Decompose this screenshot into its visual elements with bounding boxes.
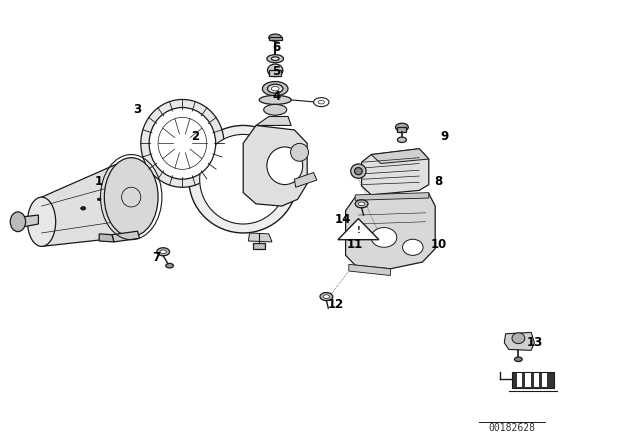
Ellipse shape <box>166 263 173 268</box>
Polygon shape <box>99 234 114 242</box>
Polygon shape <box>512 372 554 388</box>
Text: !: ! <box>356 226 360 235</box>
Ellipse shape <box>149 108 216 179</box>
Ellipse shape <box>351 164 366 178</box>
Text: 12: 12 <box>328 298 344 311</box>
Bar <box>517 373 522 387</box>
Ellipse shape <box>320 293 333 301</box>
Text: 13: 13 <box>526 336 543 349</box>
Ellipse shape <box>268 84 283 93</box>
Ellipse shape <box>358 202 365 206</box>
Text: 5: 5 <box>273 65 280 78</box>
Ellipse shape <box>97 198 101 201</box>
Polygon shape <box>42 158 131 246</box>
Ellipse shape <box>267 147 303 185</box>
Bar <box>542 373 547 387</box>
Text: 8: 8 <box>435 175 442 188</box>
Ellipse shape <box>396 123 408 131</box>
Ellipse shape <box>200 134 287 224</box>
Bar <box>525 373 531 387</box>
Text: 00182628: 00182628 <box>488 423 536 433</box>
Ellipse shape <box>262 82 288 96</box>
Polygon shape <box>355 193 429 200</box>
Ellipse shape <box>160 250 166 254</box>
Ellipse shape <box>104 158 158 237</box>
Text: 1: 1 <box>95 175 103 188</box>
Bar <box>269 70 281 76</box>
Ellipse shape <box>314 98 329 107</box>
Ellipse shape <box>355 200 368 208</box>
Ellipse shape <box>271 57 279 60</box>
Text: 2: 2 <box>191 130 199 143</box>
Polygon shape <box>338 219 379 240</box>
Ellipse shape <box>397 137 406 142</box>
Bar <box>253 243 265 249</box>
Text: 9: 9 <box>441 130 449 143</box>
Ellipse shape <box>371 228 397 247</box>
Polygon shape <box>346 194 435 269</box>
Text: 6: 6 <box>273 40 280 54</box>
Ellipse shape <box>189 125 298 233</box>
Ellipse shape <box>355 168 362 175</box>
Polygon shape <box>362 149 429 195</box>
Ellipse shape <box>264 104 287 115</box>
Text: 4: 4 <box>273 90 280 103</box>
Ellipse shape <box>512 333 525 344</box>
Ellipse shape <box>81 207 86 210</box>
Polygon shape <box>243 125 307 206</box>
Polygon shape <box>349 264 390 276</box>
Text: 11: 11 <box>347 237 364 251</box>
Polygon shape <box>371 149 429 164</box>
Bar <box>269 37 282 40</box>
Ellipse shape <box>271 86 279 91</box>
Text: 14: 14 <box>334 213 351 226</box>
Text: 7: 7 <box>153 251 161 264</box>
Polygon shape <box>294 172 317 187</box>
Ellipse shape <box>268 64 283 77</box>
Ellipse shape <box>515 357 522 362</box>
Bar <box>534 373 539 387</box>
Ellipse shape <box>10 212 26 232</box>
Ellipse shape <box>259 95 291 104</box>
Ellipse shape <box>28 197 56 246</box>
Bar <box>397 127 406 132</box>
Ellipse shape <box>141 99 224 187</box>
Polygon shape <box>19 215 38 228</box>
Polygon shape <box>504 332 534 350</box>
Polygon shape <box>256 116 291 125</box>
Text: 10: 10 <box>430 237 447 251</box>
Text: 3: 3 <box>134 103 141 116</box>
Ellipse shape <box>269 34 282 41</box>
Polygon shape <box>248 233 272 242</box>
Ellipse shape <box>291 143 308 161</box>
Ellipse shape <box>267 55 284 63</box>
Ellipse shape <box>323 295 330 298</box>
Ellipse shape <box>157 248 170 256</box>
Ellipse shape <box>403 239 423 255</box>
Ellipse shape <box>318 100 324 104</box>
Polygon shape <box>112 231 140 242</box>
